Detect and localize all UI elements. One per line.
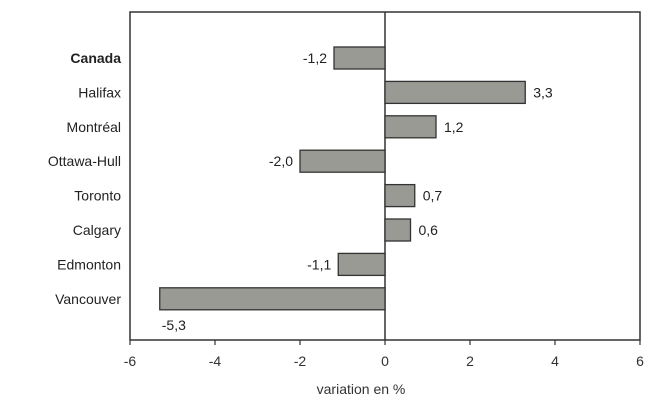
- category-label-ottawa-hull: Ottawa-Hull: [48, 153, 121, 169]
- bar-canada: [333, 46, 386, 70]
- x-tick-label: 0: [381, 353, 389, 369]
- data-label-calgary: 0,6: [419, 222, 439, 238]
- bars-group: [159, 46, 526, 311]
- bar-halifax: [384, 80, 526, 105]
- bar-calgary: [384, 218, 412, 242]
- data-label-canada: -1,2: [303, 50, 327, 66]
- bar-edmonton: [337, 252, 386, 277]
- bar-toronto: [384, 183, 416, 208]
- category-label-halifax: Halifax: [78, 84, 121, 100]
- x-axis-ticks: -6 -4 -2 0 2 4 6: [124, 340, 644, 369]
- x-tick-label: -6: [124, 353, 137, 369]
- category-label-edmonton: Edmonton: [57, 256, 121, 272]
- category-labels: Canada Halifax Montréal Ottawa-Hull Toronto C…: [48, 50, 121, 307]
- category-label-calgary: Calgary: [73, 222, 121, 238]
- data-label-edmonton: -1,1: [307, 256, 331, 272]
- data-label-halifax: 3,3: [533, 84, 553, 100]
- category-label-canada: Canada: [70, 50, 121, 66]
- x-axis-label: variation en %: [317, 381, 406, 397]
- bar-montreal: [384, 115, 437, 139]
- data-label-ottawa-hull: -2,0: [269, 153, 293, 169]
- x-tick-label: 6: [636, 353, 644, 369]
- x-tick-label: 2: [466, 353, 474, 369]
- data-label-vancouver: -5,3: [162, 317, 186, 333]
- x-tick-label: 4: [551, 353, 559, 369]
- category-label-toronto: Toronto: [74, 188, 121, 204]
- x-tick-label: -2: [294, 353, 307, 369]
- bar-vancouver: [159, 287, 386, 311]
- x-tick-label: -4: [209, 353, 222, 369]
- category-label-vancouver: Vancouver: [55, 291, 121, 307]
- data-labels: -1,2 3,3 1,2 -2,0 0,7 0,6 -1,1 -5,3: [162, 50, 553, 333]
- data-label-montreal: 1,2: [444, 119, 464, 135]
- category-label-montreal: Montréal: [67, 119, 121, 135]
- bar-ottawa-hull: [299, 149, 386, 173]
- data-label-toronto: 0,7: [423, 188, 443, 204]
